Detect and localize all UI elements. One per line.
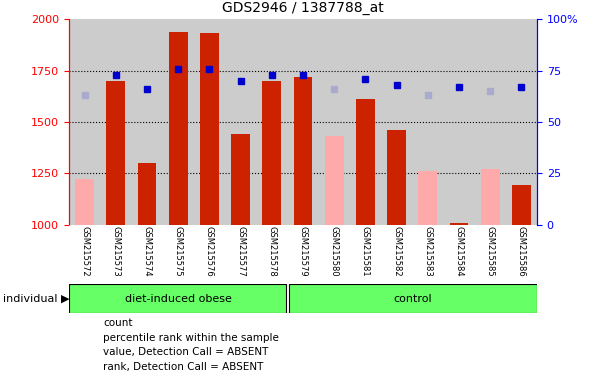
Text: GSM215583: GSM215583 <box>424 226 432 276</box>
Text: count: count <box>103 318 133 328</box>
Text: control: control <box>393 293 431 304</box>
Text: GSM215579: GSM215579 <box>299 226 308 276</box>
Bar <box>325 136 344 225</box>
Bar <box>356 99 375 225</box>
Text: GSM215582: GSM215582 <box>392 226 401 276</box>
Text: GSM215585: GSM215585 <box>485 226 494 276</box>
Text: GSM215574: GSM215574 <box>143 226 151 276</box>
Text: diet-induced obese: diet-induced obese <box>125 293 232 304</box>
Bar <box>387 130 406 225</box>
Text: GSM215572: GSM215572 <box>80 226 89 276</box>
Text: GSM215575: GSM215575 <box>174 226 182 276</box>
Title: GDS2946 / 1387788_at: GDS2946 / 1387788_at <box>222 2 384 15</box>
Text: GSM215584: GSM215584 <box>455 226 464 276</box>
Text: GSM215573: GSM215573 <box>112 226 120 276</box>
Bar <box>137 163 157 225</box>
Text: percentile rank within the sample: percentile rank within the sample <box>103 333 279 343</box>
Bar <box>289 284 537 313</box>
Bar <box>75 179 94 225</box>
Bar <box>512 185 531 225</box>
Text: individual ▶: individual ▶ <box>3 294 70 304</box>
Bar <box>418 171 437 225</box>
Text: GSM215577: GSM215577 <box>236 226 245 276</box>
Bar <box>449 223 469 225</box>
Text: rank, Detection Call = ABSENT: rank, Detection Call = ABSENT <box>103 362 263 372</box>
Bar <box>69 284 286 313</box>
Bar <box>169 31 188 225</box>
Text: GSM215586: GSM215586 <box>517 226 526 276</box>
Bar <box>262 81 281 225</box>
Text: GSM215581: GSM215581 <box>361 226 370 276</box>
Text: GSM215580: GSM215580 <box>330 226 338 276</box>
Bar <box>231 134 250 225</box>
Bar <box>293 77 313 225</box>
Text: value, Detection Call = ABSENT: value, Detection Call = ABSENT <box>103 347 269 357</box>
Bar <box>200 33 219 225</box>
Bar <box>106 81 125 225</box>
Text: GSM215578: GSM215578 <box>267 226 276 276</box>
Text: GSM215576: GSM215576 <box>205 226 214 276</box>
Bar <box>481 169 500 225</box>
